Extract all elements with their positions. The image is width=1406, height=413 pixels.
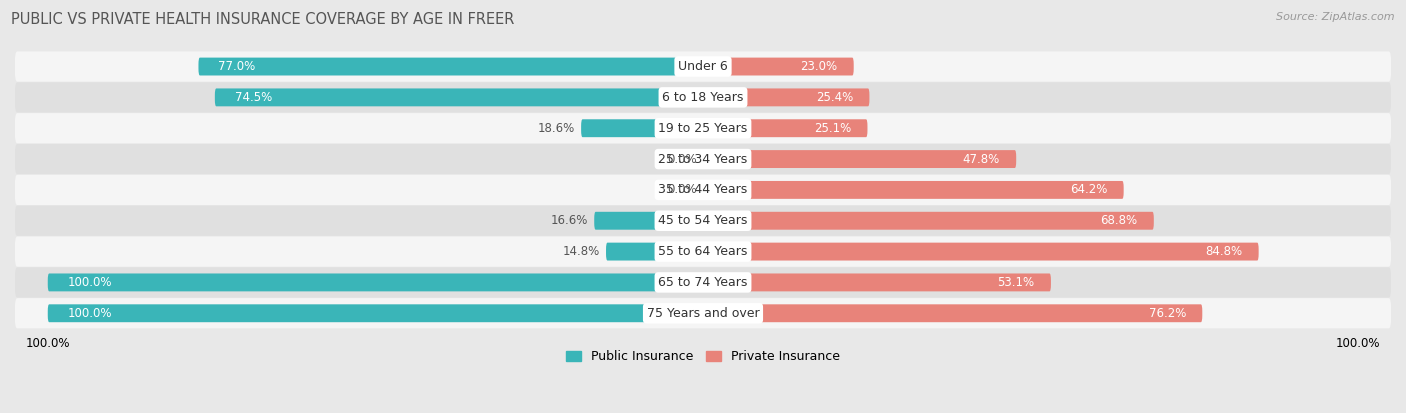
Legend: Public Insurance, Private Insurance: Public Insurance, Private Insurance: [561, 345, 845, 368]
FancyBboxPatch shape: [15, 144, 1391, 174]
Text: 53.1%: 53.1%: [997, 276, 1035, 289]
Text: 16.6%: 16.6%: [550, 214, 588, 227]
Text: 14.8%: 14.8%: [562, 245, 599, 258]
Text: 68.8%: 68.8%: [1101, 214, 1137, 227]
FancyBboxPatch shape: [703, 273, 1050, 291]
Text: 75 Years and over: 75 Years and over: [647, 307, 759, 320]
Text: 6 to 18 Years: 6 to 18 Years: [662, 91, 744, 104]
FancyBboxPatch shape: [581, 119, 703, 137]
FancyBboxPatch shape: [215, 88, 703, 106]
FancyBboxPatch shape: [606, 243, 703, 261]
FancyBboxPatch shape: [703, 243, 1258, 261]
FancyBboxPatch shape: [15, 113, 1391, 143]
Text: 19 to 25 Years: 19 to 25 Years: [658, 122, 748, 135]
Text: 45 to 54 Years: 45 to 54 Years: [658, 214, 748, 227]
Text: 18.6%: 18.6%: [537, 122, 575, 135]
FancyBboxPatch shape: [703, 57, 853, 76]
Text: 25.4%: 25.4%: [815, 91, 853, 104]
Text: 35 to 44 Years: 35 to 44 Years: [658, 183, 748, 197]
Text: 76.2%: 76.2%: [1149, 307, 1185, 320]
Text: 55 to 64 Years: 55 to 64 Years: [658, 245, 748, 258]
FancyBboxPatch shape: [48, 273, 703, 291]
FancyBboxPatch shape: [15, 52, 1391, 82]
Text: 74.5%: 74.5%: [235, 91, 271, 104]
FancyBboxPatch shape: [48, 304, 703, 322]
Text: 25.1%: 25.1%: [814, 122, 851, 135]
FancyBboxPatch shape: [703, 212, 1154, 230]
FancyBboxPatch shape: [595, 212, 703, 230]
FancyBboxPatch shape: [15, 298, 1391, 328]
FancyBboxPatch shape: [15, 175, 1391, 205]
FancyBboxPatch shape: [15, 267, 1391, 297]
Text: Source: ZipAtlas.com: Source: ZipAtlas.com: [1277, 12, 1395, 22]
FancyBboxPatch shape: [198, 57, 703, 76]
FancyBboxPatch shape: [703, 304, 1202, 322]
Text: 100.0%: 100.0%: [67, 307, 112, 320]
FancyBboxPatch shape: [15, 206, 1391, 236]
Text: 23.0%: 23.0%: [800, 60, 838, 73]
FancyBboxPatch shape: [703, 181, 1123, 199]
FancyBboxPatch shape: [15, 237, 1391, 267]
FancyBboxPatch shape: [703, 150, 1017, 168]
FancyBboxPatch shape: [703, 119, 868, 137]
Text: 65 to 74 Years: 65 to 74 Years: [658, 276, 748, 289]
Text: 64.2%: 64.2%: [1070, 183, 1108, 197]
Text: 100.0%: 100.0%: [67, 276, 112, 289]
Text: 77.0%: 77.0%: [218, 60, 256, 73]
Text: Under 6: Under 6: [678, 60, 728, 73]
Text: 0.0%: 0.0%: [666, 183, 696, 197]
Text: 47.8%: 47.8%: [963, 152, 1000, 166]
FancyBboxPatch shape: [15, 82, 1391, 112]
Text: 25 to 34 Years: 25 to 34 Years: [658, 152, 748, 166]
Text: 0.0%: 0.0%: [666, 152, 696, 166]
Text: PUBLIC VS PRIVATE HEALTH INSURANCE COVERAGE BY AGE IN FREER: PUBLIC VS PRIVATE HEALTH INSURANCE COVER…: [11, 12, 515, 27]
FancyBboxPatch shape: [703, 88, 869, 106]
Text: 84.8%: 84.8%: [1205, 245, 1243, 258]
